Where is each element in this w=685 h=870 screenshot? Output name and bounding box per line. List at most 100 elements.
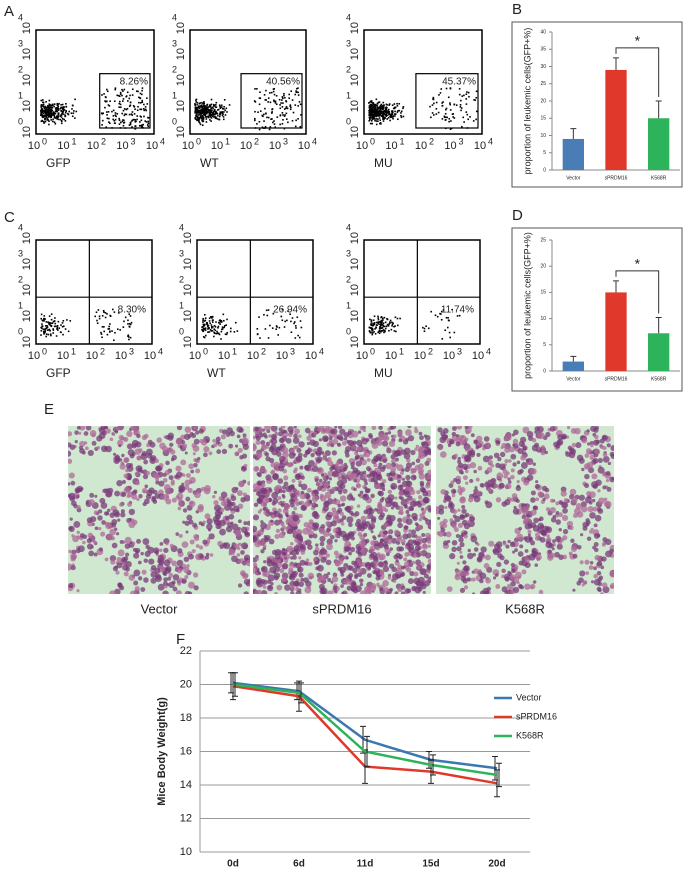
cell xyxy=(268,488,273,493)
cell xyxy=(305,449,311,455)
cell xyxy=(168,572,174,578)
y-tick-label: 5 xyxy=(543,342,546,348)
event-dot xyxy=(285,100,288,103)
cell xyxy=(527,533,531,537)
event-dot xyxy=(221,326,224,329)
cell xyxy=(278,532,286,539)
cell xyxy=(255,486,261,492)
cell xyxy=(597,489,601,493)
cell xyxy=(260,589,268,594)
plot-frame xyxy=(35,239,153,345)
cell xyxy=(343,437,348,441)
cell xyxy=(151,495,156,500)
cell xyxy=(530,490,536,496)
cell xyxy=(228,502,232,506)
event-dot xyxy=(381,110,384,113)
axis-base: 10 xyxy=(349,22,361,34)
error-bar xyxy=(570,355,577,362)
cell xyxy=(191,549,196,554)
event-dot xyxy=(223,319,225,322)
cell xyxy=(580,533,584,537)
event-dot xyxy=(129,101,132,104)
cell xyxy=(507,480,512,484)
cell xyxy=(578,494,585,501)
cell xyxy=(417,455,422,460)
event-dot xyxy=(385,325,388,328)
cell xyxy=(197,456,201,461)
cell xyxy=(257,499,263,504)
cell xyxy=(345,505,351,511)
cell xyxy=(422,590,426,594)
cell xyxy=(609,570,614,578)
axis-base: 10 xyxy=(444,140,456,152)
cell xyxy=(260,578,266,584)
cell xyxy=(453,478,458,482)
cell xyxy=(308,460,315,467)
cell xyxy=(327,460,334,467)
cell xyxy=(177,506,182,511)
cell xyxy=(442,518,448,524)
event-dot xyxy=(279,104,281,106)
event-dot xyxy=(290,331,293,334)
event-dot xyxy=(371,111,374,114)
cell xyxy=(528,553,536,561)
cell xyxy=(154,458,159,463)
cell xyxy=(299,492,307,500)
axis-exponent: 2 xyxy=(346,64,351,74)
event-dot xyxy=(129,104,132,107)
cell xyxy=(368,508,375,515)
cell xyxy=(487,459,493,466)
event-dot xyxy=(65,103,67,105)
cell xyxy=(134,448,142,455)
cell xyxy=(136,497,140,502)
event-dot xyxy=(112,118,114,121)
x-axis-label: WT xyxy=(200,156,219,170)
cell xyxy=(300,483,308,491)
event-dot xyxy=(283,94,285,97)
event-dot xyxy=(201,106,203,108)
cell xyxy=(414,587,421,594)
event-dot xyxy=(206,323,209,326)
cell xyxy=(270,462,276,468)
event-dot xyxy=(289,108,292,111)
cell xyxy=(452,509,458,515)
event-dot xyxy=(296,87,298,90)
event-dot xyxy=(46,110,49,113)
event-dot xyxy=(144,106,147,108)
event-dot xyxy=(277,334,279,336)
cell xyxy=(601,434,608,441)
event-dot xyxy=(374,104,376,107)
event-dot xyxy=(221,112,224,115)
event-dot xyxy=(383,331,385,334)
cell xyxy=(580,505,588,513)
axis-base: 10 xyxy=(298,140,310,152)
cell xyxy=(140,453,148,460)
event-dot xyxy=(377,106,379,109)
event-dot xyxy=(374,333,377,335)
tissue xyxy=(436,426,614,594)
event-dot xyxy=(40,313,43,316)
event-dot xyxy=(202,319,204,322)
event-dot xyxy=(144,108,147,111)
event-dot xyxy=(453,103,456,106)
plot-frame xyxy=(35,29,155,135)
cell xyxy=(581,437,588,444)
error-bar xyxy=(613,57,619,70)
axis-exponent: 3 xyxy=(18,248,23,258)
cell xyxy=(424,506,429,511)
cell xyxy=(356,439,363,446)
event-dot xyxy=(202,108,205,110)
cell xyxy=(222,542,228,548)
cell xyxy=(259,508,263,512)
cell xyxy=(407,426,412,429)
cell xyxy=(439,436,446,444)
event-dot xyxy=(373,116,375,118)
cell xyxy=(130,426,137,431)
event-dot xyxy=(210,330,213,332)
cell xyxy=(405,462,412,469)
cell xyxy=(195,430,200,435)
cell xyxy=(268,538,275,545)
event-dot xyxy=(202,120,205,122)
cell xyxy=(213,504,221,512)
cell xyxy=(196,459,200,464)
